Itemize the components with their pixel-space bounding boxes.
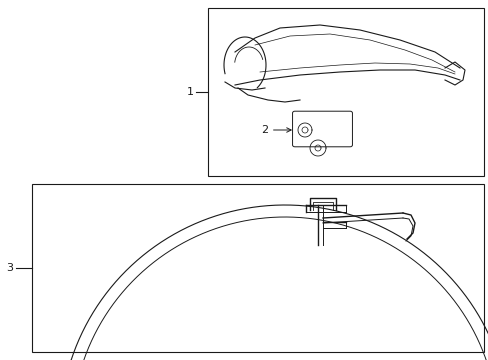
Text: 2: 2 — [260, 125, 290, 135]
Bar — [207, 8, 483, 176]
Bar — [32, 184, 483, 352]
Text: 3: 3 — [6, 263, 14, 273]
Text: 1: 1 — [186, 87, 193, 97]
FancyBboxPatch shape — [292, 111, 352, 147]
